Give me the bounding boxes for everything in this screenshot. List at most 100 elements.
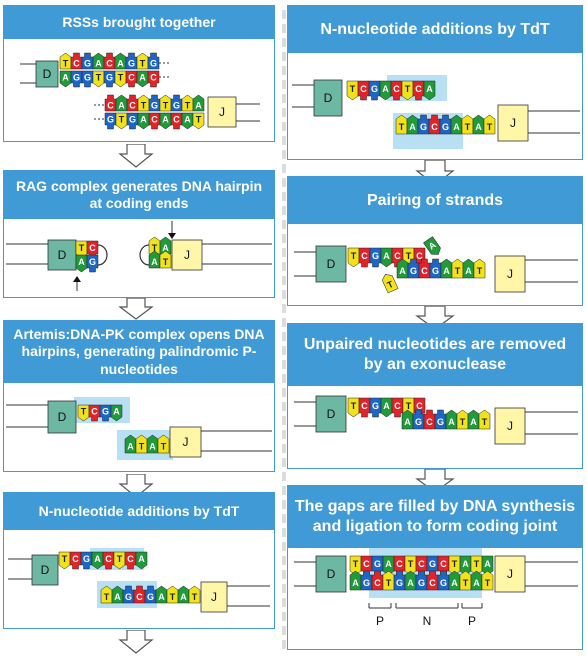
nucleotide-label: T (170, 592, 176, 602)
nucleotide-label: G (363, 578, 370, 588)
nucleotide (86, 254, 99, 273)
segment-label-j: J (507, 419, 513, 433)
nucleotide (137, 112, 150, 130)
nucleotide (188, 585, 201, 604)
nucleotide-label: T (96, 72, 102, 82)
nucleotide-label: C (128, 72, 135, 82)
nucleotide-label: T (163, 257, 169, 267)
segment-d (315, 555, 347, 593)
nucleotide-label: A (184, 114, 191, 124)
segment-j (497, 104, 529, 142)
nucleotide-label: G (107, 114, 114, 124)
nucleotide-label: C (73, 58, 80, 68)
nucleotide-label: A (151, 257, 158, 267)
cut-arrow-head (168, 233, 176, 239)
nucleotide-label: G (125, 592, 132, 602)
nucleotide-label: A (443, 266, 450, 276)
nucleotide-label: T (460, 417, 466, 427)
segment-label-j: J (507, 567, 513, 581)
segment-d (315, 245, 347, 283)
nucleotide (81, 52, 94, 70)
nucleotide (428, 114, 441, 135)
nucleotide (125, 52, 138, 70)
nucleotide-label: T (452, 559, 458, 569)
unpaired-nucleotide: T (381, 274, 399, 294)
nucleotide-label: T (406, 251, 412, 261)
nucleotide-label: T (351, 251, 357, 261)
nucleotide-label: A (382, 84, 389, 94)
nucleotide-label: T (463, 578, 469, 588)
nucleotide (122, 585, 135, 604)
panel-rag: RAG complex generates DNA hairpin at cod… (3, 170, 275, 298)
segment-d (315, 395, 347, 433)
nucleotide-label: G (415, 417, 422, 427)
nucleotide (147, 52, 160, 70)
nucleotide-label: C (415, 84, 422, 94)
nucleotide-label: G (151, 100, 158, 110)
nucleotide-label: A (407, 578, 414, 588)
nucleotide-label: C (394, 401, 401, 411)
panel-title: Unpaired nucleotides are removed by an e… (288, 324, 582, 386)
nucleotide (380, 247, 393, 268)
nucleotide (75, 254, 88, 273)
segment-label-d: D (41, 563, 50, 577)
nucleotide (407, 258, 420, 279)
segment-label-j: J (510, 116, 516, 130)
panel-title: Artemis:DNA-PK complex opens DNA hairpin… (4, 321, 274, 383)
nucleotide-label: T (406, 401, 412, 411)
nucleotide-label: T (117, 554, 123, 564)
nucleotide-label: T (163, 100, 169, 110)
segment-label-j: J (183, 435, 189, 449)
nucleotide (110, 404, 123, 422)
nucleotide-label: T (118, 72, 124, 82)
nucleotide (159, 112, 172, 130)
panel-fill: The gaps are filled by DNA synthesis and… (287, 485, 583, 650)
nucleotide (415, 570, 428, 591)
panel-artemis: Artemis:DNA-PK complex opens DNA hairpin… (3, 320, 275, 472)
nucleotide (429, 258, 442, 279)
nucleotide (104, 94, 117, 112)
segment-d (47, 239, 77, 271)
nucleotide-label: C (151, 114, 158, 124)
nucleotide-label: T (196, 114, 202, 124)
nucleotide (401, 80, 414, 101)
nucleotide (423, 80, 436, 101)
nucleotide-label: G (440, 578, 447, 588)
nucleotide-label: C (173, 114, 180, 124)
nucleotide-label: G (372, 401, 379, 411)
nucleotide-label: T (119, 114, 125, 124)
nucleotide-label: G (410, 266, 417, 276)
segment-j (494, 407, 526, 445)
nucleotide-label: T (405, 84, 411, 94)
segment-label-d: D (327, 407, 336, 421)
nucleotide (418, 258, 431, 279)
nucleotide-label: T (141, 100, 147, 110)
nucleotide (473, 258, 486, 279)
segment-label-d: D (43, 67, 52, 81)
nucleotide-label: A (475, 122, 482, 132)
nucleotide (181, 112, 194, 130)
nucleotide-label: T (399, 122, 405, 132)
hairpin-loop (97, 244, 108, 266)
segment-d (313, 79, 343, 117)
nucleotide-label: G (129, 114, 136, 124)
nucleotide (157, 434, 170, 454)
nucleotide-label: C (416, 401, 423, 411)
segment-j (494, 555, 526, 593)
nucleotide (159, 236, 172, 255)
panel-title: N-nucleotide additions by TdT (4, 493, 274, 530)
nucleotide-label: A (138, 554, 145, 564)
nucleotide-label: T (487, 122, 493, 132)
nucleotide-label: A (383, 251, 390, 261)
nucleotide-label: A (158, 592, 165, 602)
nucleotide (192, 94, 205, 112)
nucleotide-label: T (62, 554, 68, 564)
nucleotide-label: T (408, 559, 414, 569)
nucleotide-label: G (437, 417, 444, 427)
panel-title: N-nucleotide additions by TdT (288, 6, 582, 53)
nucleotide-label: G (84, 58, 91, 68)
